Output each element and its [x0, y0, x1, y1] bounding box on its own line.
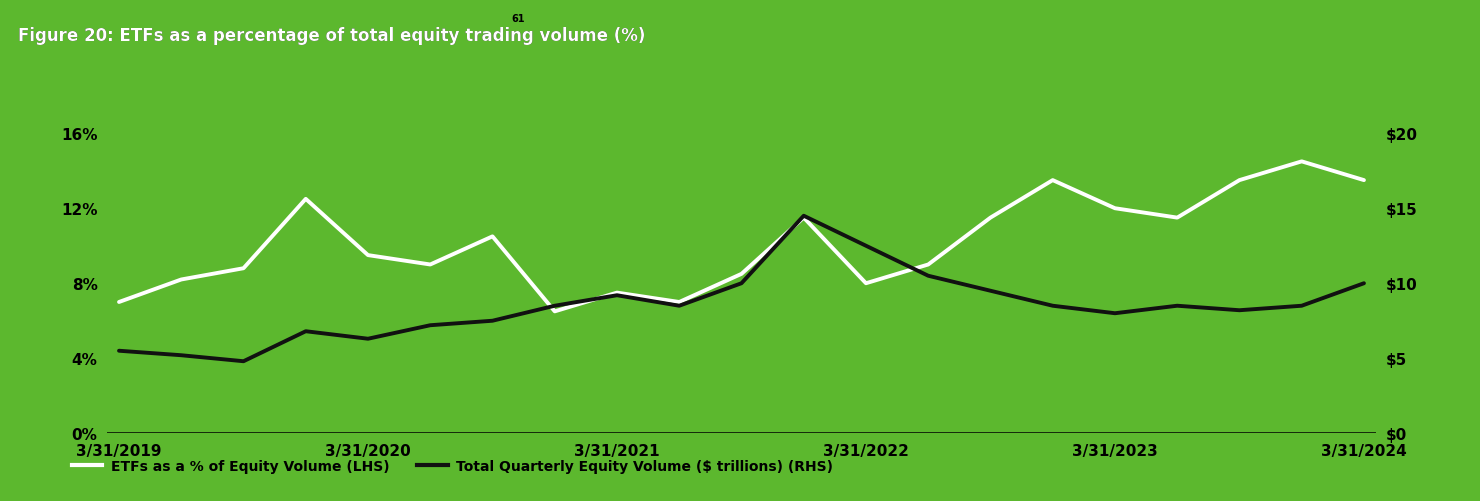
- Legend: ETFs as a % of Equity Volume (LHS), Total Quarterly Equity Volume ($ trillions) : ETFs as a % of Equity Volume (LHS), Tota…: [67, 453, 839, 478]
- Text: Figure 20: ETFs as a percentage of total equity trading volume (%): Figure 20: ETFs as a percentage of total…: [18, 27, 645, 45]
- Text: 61: 61: [511, 14, 524, 24]
- Text: Figure 20: ETFs as a percentage of total equity trading volume (%): Figure 20: ETFs as a percentage of total…: [18, 27, 645, 45]
